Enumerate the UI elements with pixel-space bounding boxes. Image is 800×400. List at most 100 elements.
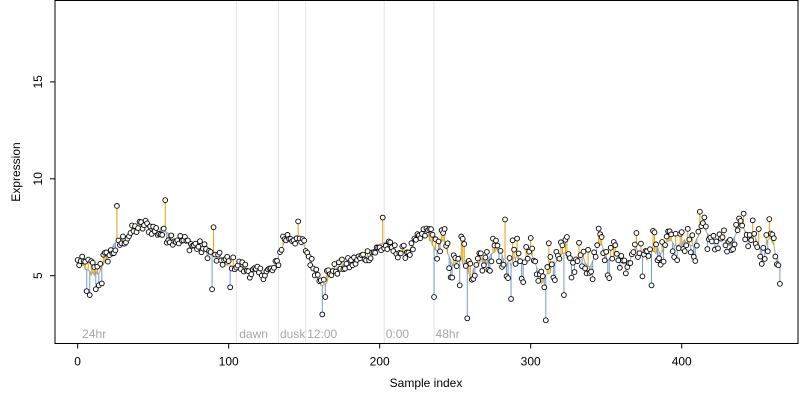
data-point [749,217,756,224]
data-point [204,255,211,262]
data-point [402,255,409,261]
x-tick-label: 400 [672,355,692,369]
data-point [548,261,555,268]
data-point [715,245,721,252]
data-point [508,296,514,302]
data-point [721,227,727,234]
data-point [509,237,516,244]
data-point [775,262,782,269]
data-point [763,232,770,238]
data-point [319,311,326,318]
data-point [535,278,542,284]
data-point [607,244,614,251]
data-point [733,221,739,228]
data-point [660,258,667,265]
data-point [314,271,321,278]
data-point [313,266,320,273]
x-tick-label: 300 [521,355,541,369]
data-point [632,241,638,248]
data-point [710,232,717,239]
data-point [400,242,407,249]
data-point [195,243,202,250]
data-point [701,214,708,221]
data-point [459,235,466,242]
data-point [585,246,591,253]
data-point [479,267,486,274]
data-point [446,265,453,272]
data-point [408,240,415,246]
data-point [539,273,546,280]
data-point [271,264,277,271]
data-point [630,249,637,255]
data-point [748,237,755,243]
data-point [621,257,628,264]
data-point [724,248,730,255]
data-point [505,275,511,281]
data-point [777,280,783,287]
data-point [230,254,237,261]
data-points [74,197,783,324]
data-point [410,246,416,253]
data-point [422,232,428,239]
data-point [227,284,234,291]
data-point [384,246,391,252]
data-point [407,252,413,258]
data-point [704,246,711,252]
data-point [692,258,699,264]
data-point [668,231,674,238]
data-point [429,231,436,238]
data-point [686,236,693,243]
data-point [461,241,468,247]
data-point [674,257,681,264]
region-label: 48hr [436,327,460,341]
data-point [500,261,507,268]
data-point [648,282,655,289]
data-point [700,220,706,226]
data-point [210,224,217,231]
data-point [616,264,623,271]
data-point [678,229,685,235]
data-point [216,249,223,256]
data-point [675,245,682,251]
y-axis: 5 10 15 [31,75,55,279]
data-point [248,271,255,278]
data-point [295,218,301,225]
region-label: dusk [280,327,306,341]
data-point [496,258,502,265]
data-point [360,251,366,258]
y-tick-label: 15 [31,75,45,89]
data-point [613,250,620,257]
data-point [770,235,777,242]
data-point [757,253,764,260]
data-point [571,269,578,275]
y-axis-title: Expression [9,142,23,201]
data-point [455,255,462,262]
data-point [622,270,629,277]
data-point [517,258,523,265]
data-point [722,242,729,249]
data-point [559,242,566,249]
data-point [683,242,690,249]
data-point [159,232,166,238]
data-point [589,276,596,283]
data-point [761,256,768,262]
data-point [547,254,554,260]
data-point [112,247,119,254]
data-point [567,255,573,261]
data-point [529,245,536,252]
data-point [105,258,111,265]
data-point [413,236,419,243]
data-point [162,197,169,203]
data-point [627,260,634,266]
data-point [185,237,191,244]
plot-frame [54,0,799,344]
data-point [334,270,341,277]
data-point [603,248,610,255]
data-point [320,276,327,283]
data-point [651,229,658,236]
data-point [653,241,659,248]
data-point [693,242,700,249]
data-point [740,210,747,217]
data-point [168,232,175,239]
